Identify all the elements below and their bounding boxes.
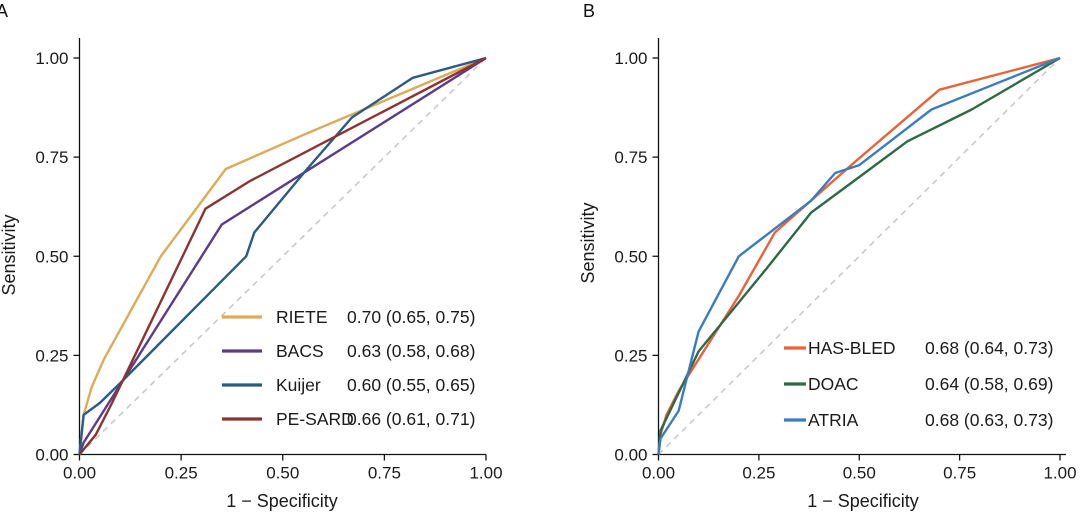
roc-curve-atria [657,56,1061,455]
roc-curve-has-bled [657,56,1061,455]
x-tick-label: 0.75 [943,464,976,483]
x-tick-label: 0.75 [368,464,401,483]
legend-label-has-bled: HAS-BLED [808,338,896,358]
roc-curve-bacs [78,56,487,455]
y-tick-label: 0.00 [35,446,68,465]
legend-label-atria: ATRIA [808,410,859,430]
legend-auc-doac: 0.64 (0.58, 0.69) [925,374,1053,394]
panel-a-y-ticks: 0.00 0.25 0.50 0.75 1.00 [35,49,80,465]
legend-auc-riete: 0.70 (0.65, 0.75) [347,307,475,327]
panel-b-x-ticks: 0.00 0.25 0.50 0.75 1.00 [642,454,1077,483]
x-tick-label: 0.50 [843,464,876,483]
legend-item-kuijer: Kuijer 0.60 (0.55, 0.65) [222,375,475,395]
panel-b-legend: HAS-BLED 0.68 (0.64, 0.73) DOAC 0.64 (0.… [784,338,1053,430]
panel-b-xlabel: 1 − Specificity [807,491,919,511]
y-tick-label: 0.50 [35,247,68,266]
x-tick-label: 0.25 [742,464,775,483]
x-tick-label: 1.00 [469,464,502,483]
panel-a-ylabel: Sensitivity [0,214,19,295]
roc-curve-doac [657,56,1061,455]
panel-a-roc-chart: A Sensitivity 1 − Specificity 0.000.250.… [0,1,503,511]
y-tick-label: 0.50 [614,247,647,266]
panel-b-roc-chart: B Sensitivity 1 − Specificity 0.000.250.… [578,1,1077,511]
x-tick-label: 0.00 [642,464,675,483]
legend-label-riete: RIETE [276,307,328,327]
legend-item-has-bled: HAS-BLED 0.68 (0.64, 0.73) [784,338,1053,358]
panel-a-legend: RIETE 0.70 (0.65, 0.75) BACS 0.63 (0.58,… [222,307,475,429]
y-tick-label: 0.75 [614,148,647,167]
panel-b-y-ticks: 0.00 0.25 0.50 0.75 1.00 [614,49,659,465]
panel-b-curves [657,56,1061,455]
legend-item-bacs: BACS 0.63 (0.58, 0.68) [222,341,475,361]
panel-b-reference-diagonal [657,57,1061,456]
legend-item-atria: ATRIA 0.68 (0.63, 0.73) [784,410,1053,430]
panel-a-x-ticks: 0.00 0.25 0.50 0.75 1.00 [63,454,503,483]
legend-auc-kuijer: 0.60 (0.55, 0.65) [347,375,475,395]
panel-a-label: A [0,1,8,21]
panel-a-reference-diagonal [78,57,487,456]
x-tick-label: 1.00 [1043,464,1076,483]
y-tick-label: 1.00 [35,49,68,68]
roc-curve-kuijer [78,56,487,455]
y-tick-label: 0.00 [614,446,647,465]
legend-item-riete: RIETE 0.70 (0.65, 0.75) [222,307,475,327]
y-tick-label: 0.75 [35,148,68,167]
legend-label-doac: DOAC [808,374,859,394]
panel-b-label: B [583,1,595,21]
legend-item-doac: DOAC 0.64 (0.58, 0.69) [784,374,1053,394]
panel-b-ylabel: Sensitivity [578,202,598,283]
legend-label-bacs: BACS [276,341,324,361]
y-tick-label: 1.00 [614,49,647,68]
legend-auc-has-bled: 0.68 (0.64, 0.73) [925,338,1053,358]
roc-curve-pe-sard [78,56,487,456]
legend-auc-bacs: 0.63 (0.58, 0.68) [347,341,475,361]
x-tick-label: 0.50 [266,464,299,483]
legend-label-pe-sard: PE-SARD [276,409,354,429]
y-tick-label: 0.25 [35,346,68,365]
x-tick-label: 0.25 [165,464,198,483]
panel-a-curves [78,56,487,456]
panel-a-xlabel: 1 − Specificity [226,491,338,511]
y-tick-label: 0.25 [614,346,647,365]
x-tick-label: 0.00 [63,464,96,483]
legend-auc-pe-sard: 0.66 (0.61, 0.71) [347,409,475,429]
legend-label-kuijer: Kuijer [276,375,321,395]
legend-auc-atria: 0.68 (0.63, 0.73) [925,410,1053,430]
legend-item-pe-sard: PE-SARD 0.66 (0.61, 0.71) [222,409,475,429]
roc-curve-riete [78,56,487,455]
